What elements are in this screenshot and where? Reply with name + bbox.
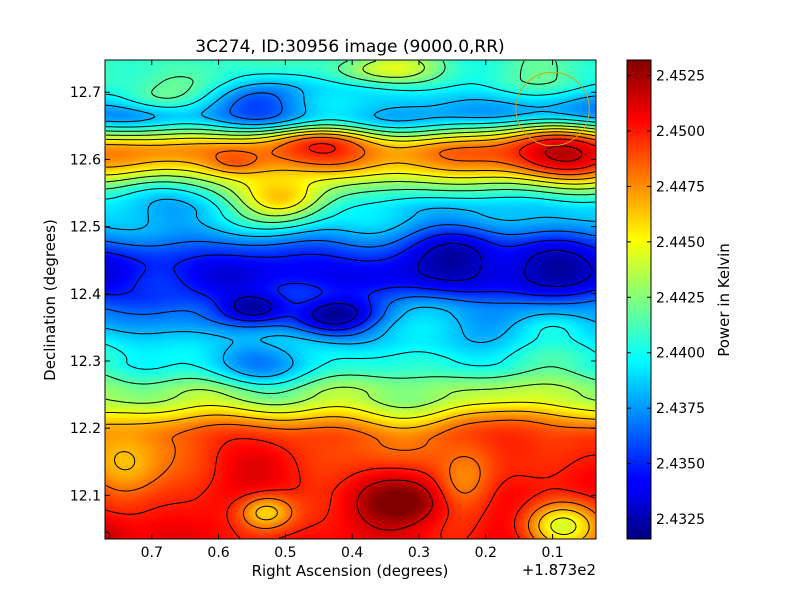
colorbar-tick-label: 2.4350 (656, 457, 705, 473)
colorbar-tick-label: 2.4325 (656, 512, 705, 528)
y-tick-label: 12.6 (70, 152, 101, 168)
y-tick-label: 12.1 (70, 488, 101, 504)
colorbar-tick-label: 2.4400 (656, 346, 705, 362)
x-tick-label: 0.1 (541, 545, 563, 561)
contour-level-7 (105, 60, 596, 409)
chart-title: 3C274, ID:30956 image (9000.0,RR) (195, 37, 504, 57)
x-axis-label: Right Ascension (degrees) (252, 562, 449, 580)
x-tick-label: 0.3 (408, 545, 430, 561)
contour-level-6 (105, 60, 596, 394)
colorbar-tick-label: 2.4450 (656, 235, 705, 251)
contour-level-9 (105, 131, 596, 539)
contour-level-11 (105, 138, 596, 539)
x-tick-label: 0.4 (341, 545, 363, 561)
x-tick-label: 0.7 (141, 545, 163, 561)
beam-marker (515, 71, 590, 147)
colorbar-tick-label: 2.4375 (656, 401, 705, 417)
y-axis-ticks: 12.1 12.2 12.3 12.4 12.5 12.6 12.7 (70, 85, 596, 504)
contour-level-3 (105, 92, 596, 337)
colorbar: 2.4325 2.4350 2.4375 2.4400 2.4425 2.4450 2.44… (626, 59, 733, 540)
x-axis-offset-label: +1.873e2 (522, 561, 596, 579)
heatmap-raster (105, 60, 596, 539)
contour-level-12 (105, 145, 583, 539)
x-tick-label: 0.2 (475, 545, 497, 561)
contour-level-2 (105, 233, 596, 331)
beam-marker-circle (515, 71, 590, 147)
colorbar-ticks: 2.4325 2.4350 2.4375 2.4400 2.4425 2.4450 2.44… (627, 69, 705, 528)
y-tick-label: 12.3 (70, 354, 101, 370)
x-tick-label: 0.5 (274, 545, 296, 561)
colorbar-tick-label: 2.4425 (656, 290, 705, 306)
contour-level-8 (105, 128, 596, 535)
y-axis-label: Declination (degrees) (41, 219, 59, 381)
contour-level-10 (105, 134, 596, 539)
heatmap-image (105, 60, 596, 539)
x-axis-ticks: 0.7 0.6 0.5 0.4 0.3 0.2 0.1 (141, 60, 564, 561)
plot-frame (104, 59, 597, 540)
colorbar-tick-label: 2.4525 (656, 69, 705, 85)
contour-level-1 (233, 242, 593, 325)
contour-level-4 (105, 82, 596, 378)
contour-lines (105, 60, 596, 539)
colorbar-label: Power in Kelvin (715, 243, 733, 357)
y-tick-label: 12.7 (70, 85, 101, 101)
x-tick-label: 0.6 (207, 545, 229, 561)
colorbar-tick-label: 2.4475 (656, 179, 705, 195)
colorbar-gradient (626, 59, 652, 540)
colorbar-tick-label: 2.4500 (656, 124, 705, 140)
y-tick-label: 12.5 (70, 220, 101, 236)
y-tick-label: 12.4 (70, 287, 101, 303)
contour-level-5 (105, 73, 596, 385)
y-tick-label: 12.2 (70, 421, 101, 437)
